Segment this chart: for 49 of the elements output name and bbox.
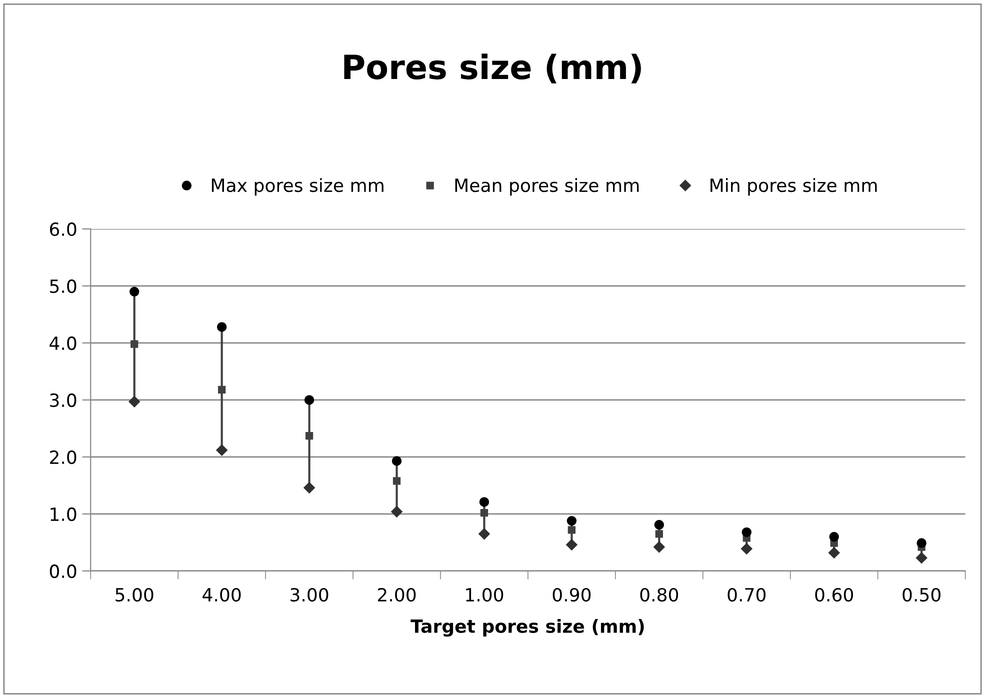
point: [741, 543, 752, 554]
x-axis-title: Target pores size (mm): [410, 618, 644, 637]
point: [216, 444, 228, 456]
legend-label: Max pores size mm: [212, 178, 384, 196]
point: [305, 432, 314, 440]
y-tick-label: 4.0: [50, 336, 76, 350]
point: [392, 456, 402, 466]
point: [568, 526, 576, 534]
point: [742, 527, 752, 538]
point: [130, 340, 138, 348]
x-tick-label: 0.60: [815, 588, 853, 602]
x-tick-label: 4.00: [202, 588, 241, 602]
point: [304, 482, 315, 494]
point: [916, 538, 926, 548]
point: [129, 286, 140, 297]
x-tick-label: 1.00: [466, 588, 504, 602]
point: [479, 497, 490, 507]
point: [218, 386, 226, 394]
point: [655, 530, 663, 538]
point: [478, 528, 490, 540]
point: [566, 516, 577, 526]
point: [128, 396, 140, 408]
y-tick-label: 5.0: [50, 279, 76, 294]
point: [654, 541, 665, 553]
y-tick-label: 1.0: [50, 507, 76, 522]
point: [828, 547, 840, 558]
x-tick-label: 2.00: [378, 588, 416, 602]
point: [480, 509, 488, 517]
point: [392, 477, 401, 485]
x-tick-label: 0.50: [902, 588, 940, 602]
point: [654, 520, 664, 530]
x-tick-label: 0.80: [640, 588, 678, 602]
x-tick-label: 3.00: [290, 588, 328, 602]
y-tick-label: 2.0: [50, 450, 76, 464]
x-tick-label: 5.00: [116, 588, 154, 602]
legend-label: Min pores size mm: [710, 178, 877, 196]
point: [566, 539, 578, 550]
x-tick-label: 0.70: [728, 588, 766, 602]
point: [304, 395, 314, 405]
point: [829, 532, 839, 542]
point: [216, 322, 227, 332]
y-tick-label: 3.0: [50, 393, 76, 408]
x-tick-label: 0.90: [552, 588, 591, 602]
chart-title: Pores size (mm): [344, 54, 641, 84]
point: [916, 552, 928, 564]
y-tick-label: 6.0: [50, 222, 76, 236]
legend-label: Mean pores size mm: [455, 178, 639, 196]
point: [391, 506, 402, 518]
y-tick-label: 0.0: [50, 564, 76, 578]
